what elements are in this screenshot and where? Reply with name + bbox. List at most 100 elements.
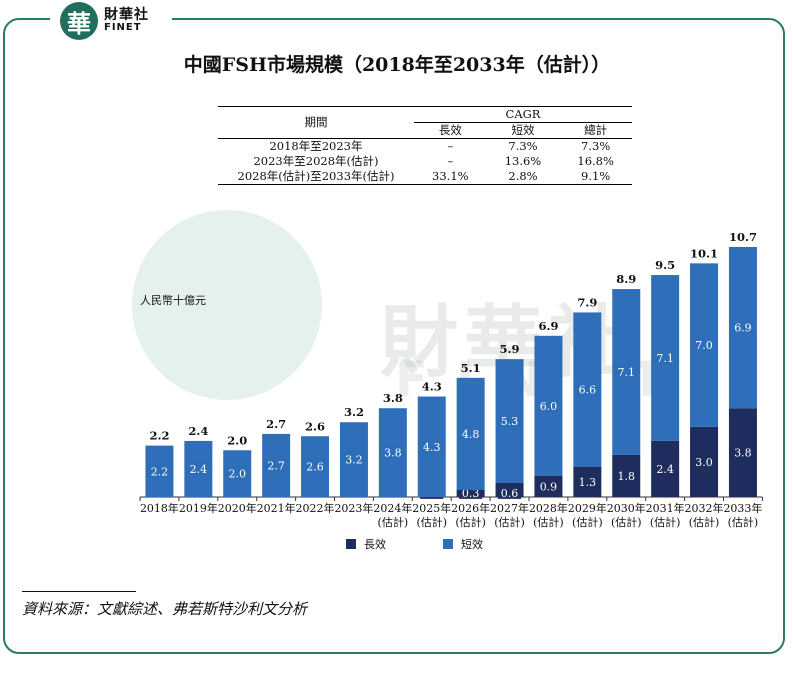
segment-label: 3.2 — [345, 454, 363, 467]
segment-label-bg — [653, 461, 677, 475]
cagr-cell: 13.6% — [504, 154, 542, 168]
source-note: 資料來源：文獻綜述、弗若斯特沙利文分析 — [22, 600, 308, 618]
segment-label-bg — [497, 486, 522, 499]
segment-label: 4.3 — [423, 441, 441, 454]
segment-label: 6.6 — [579, 384, 597, 397]
legend-item-long: 長效 — [346, 536, 386, 552]
x-tick-label: 2020年 — [218, 501, 257, 515]
cagr-period-header: 期間 — [218, 106, 414, 139]
segment-label-bg — [381, 445, 405, 459]
segment-label-bg — [459, 426, 483, 440]
legend-swatch-short — [443, 539, 453, 549]
segment-label-bg — [264, 458, 288, 472]
segment-label: 0.3 — [462, 487, 480, 500]
cagr-cell: 7.3% — [581, 139, 611, 153]
segment-label: 7.1 — [656, 352, 674, 365]
x-tick-label: (估計) — [533, 515, 564, 529]
segment-label: 0.9 — [540, 480, 558, 493]
x-tick-label: 2019年 — [179, 501, 218, 515]
x-tick-label: 2024年 — [373, 501, 412, 515]
x-tick-label: 2030年 — [607, 501, 646, 515]
x-tick-label: 2025年 — [412, 501, 451, 515]
cagr-table: 期間 CAGR 長效 短效 總計 2018年至2023年 – 7.3% 7.3%… — [218, 106, 632, 185]
segment-label: 3.8 — [734, 447, 752, 460]
cagr-row: 2018年至2023年 – 7.3% 7.3% — [218, 139, 632, 155]
segment-label: 3.8 — [384, 447, 402, 460]
x-tick-label: (估計) — [494, 515, 525, 529]
y-axis-unit-label: 人民幣十億元 — [140, 294, 206, 307]
x-tick-label: (估計) — [416, 515, 447, 529]
segment-label: 1.8 — [618, 470, 636, 483]
total-label: 2.7 — [266, 417, 286, 431]
cagr-cell: 9.1% — [581, 169, 611, 183]
cagr-row: 2028年(估計)至2033年(估計) 33.1% 2.8% 9.1% — [218, 169, 632, 185]
cagr-col-short: 短效 — [511, 123, 535, 137]
segment-label: 4.8 — [462, 428, 480, 441]
segment-label: 2.0 — [229, 468, 247, 481]
total-label: 5.9 — [500, 342, 520, 356]
x-tick-label: (估計) — [378, 515, 409, 529]
segment-label: 2.4 — [190, 463, 208, 476]
segment-label-bg — [497, 414, 522, 428]
legend-label-short: 短效 — [461, 538, 483, 551]
segment-label-bg — [731, 320, 755, 334]
total-label: 7.9 — [577, 295, 597, 309]
segment-label: 2.6 — [306, 461, 324, 474]
total-label: 2.2 — [149, 429, 169, 443]
cagr-col-long: 長效 — [438, 123, 462, 137]
segment-label: 5.3 — [501, 415, 519, 428]
segment-label: 7.1 — [618, 366, 636, 379]
x-tick-label: 2027年 — [490, 501, 529, 515]
segment-label-bg — [653, 350, 677, 364]
segment-label-bg — [186, 461, 210, 475]
x-tick-label: (估計) — [650, 515, 681, 529]
segment-label-bg — [536, 398, 561, 412]
cagr-row-period: 2018年至2023年 — [269, 139, 363, 153]
x-tick-label: 2023年 — [334, 501, 373, 515]
cagr-cell: 2.8% — [508, 169, 538, 183]
chart-frame — [3, 18, 785, 654]
x-tick-label: 2032年 — [685, 501, 724, 515]
cagr-cell: 16.8% — [577, 154, 614, 168]
cagr-cell: 33.1% — [432, 169, 469, 183]
segment-label-bg — [536, 479, 561, 493]
segment-label-bg — [692, 338, 716, 352]
segment-label-bg — [731, 445, 755, 459]
cagr-row-period: 2023年至2028年(估計) — [253, 154, 379, 168]
cagr-col-total: 總計 — [584, 123, 608, 137]
segment-label: 7.0 — [695, 339, 713, 352]
total-label: 5.1 — [461, 361, 481, 375]
total-label: 10.7 — [729, 230, 757, 244]
total-label: 9.5 — [655, 258, 675, 272]
x-tick-label: (估計) — [611, 515, 642, 529]
x-tick-label: (估計) — [455, 515, 486, 529]
legend-item-short: 短效 — [443, 536, 483, 552]
total-label: 4.3 — [422, 380, 442, 394]
x-tick-label: 2026年 — [451, 501, 490, 515]
segment-label: 1.3 — [579, 476, 597, 489]
segment-label: 6.0 — [540, 400, 558, 413]
segment-label-bg — [342, 452, 366, 466]
segment-label-bg — [303, 459, 327, 473]
segment-label-bg — [692, 454, 716, 468]
finet-logo-icon: 華 — [60, 2, 98, 40]
source-rule — [22, 591, 136, 592]
x-tick-label: 2028年 — [529, 501, 568, 515]
segment-label: 2.2 — [151, 465, 169, 478]
cagr-cell: 7.3% — [508, 139, 538, 153]
segment-label-bg — [420, 439, 444, 453]
cagr-cell: – — [447, 154, 454, 168]
x-tick-label: 2022年 — [296, 501, 335, 515]
cagr-header: CAGR — [414, 106, 632, 123]
segment-label: 3.0 — [695, 456, 713, 469]
x-tick-label: 2031年 — [646, 501, 685, 515]
total-label: 2.6 — [305, 419, 325, 433]
legend-swatch-long — [346, 539, 356, 549]
segment-label-bg — [225, 466, 249, 480]
segment-label-bg — [614, 468, 638, 482]
x-tick-label: 2033年 — [723, 501, 762, 515]
x-tick-label: 2018年 — [140, 501, 179, 515]
total-label: 6.9 — [538, 319, 558, 333]
segment-label: 2.7 — [267, 459, 285, 472]
